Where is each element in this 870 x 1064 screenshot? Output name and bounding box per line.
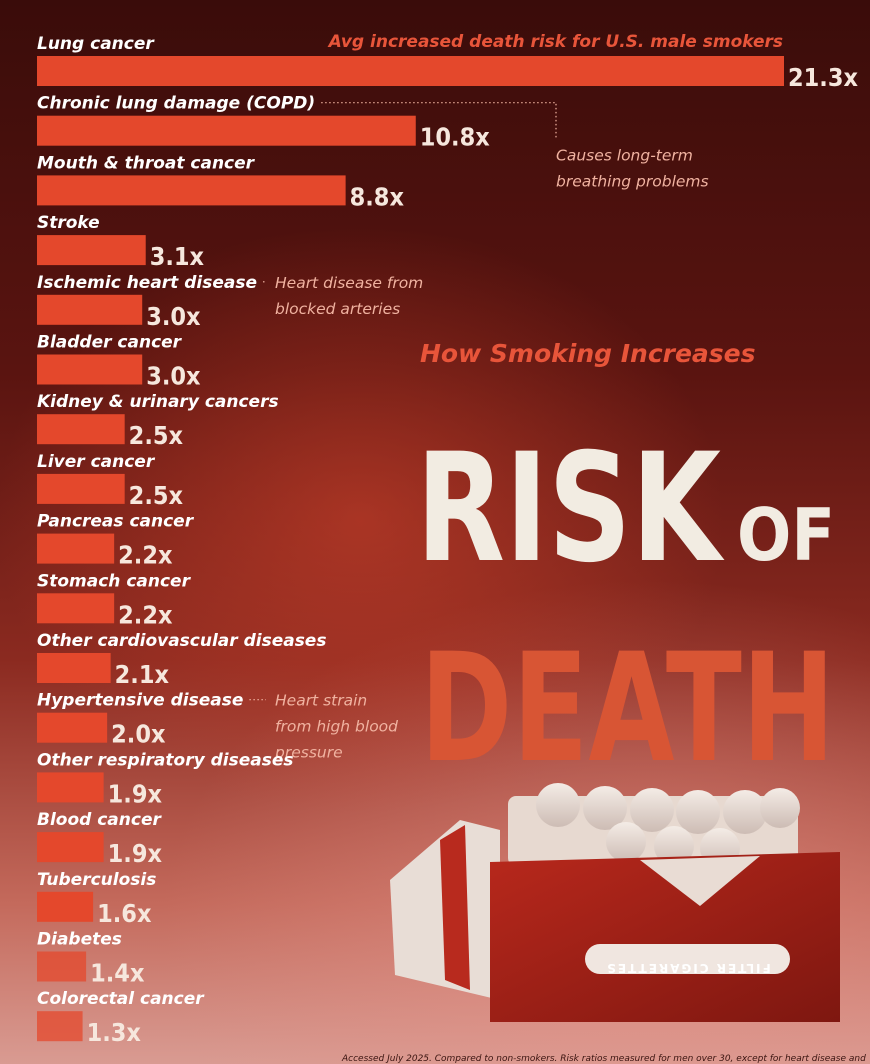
bar — [37, 354, 143, 385]
annotation-text: from high blood — [275, 718, 398, 736]
bar — [37, 414, 125, 445]
value-label: 1.9x — [108, 839, 163, 868]
bar — [37, 235, 146, 266]
bar — [37, 533, 115, 564]
annotation-text: pressure — [274, 744, 343, 762]
series-label: Avg increased death risk for U.S. male s… — [327, 32, 783, 52]
annotation-text: Heart disease from — [275, 274, 423, 292]
annotation-text: blocked arteries — [275, 300, 400, 318]
value-label: 1.9x — [108, 779, 163, 808]
bar — [37, 891, 94, 922]
category-label: Other respiratory diseases — [37, 750, 293, 770]
pack-body-icon — [490, 852, 840, 1022]
value-label: 21.3x — [788, 63, 858, 92]
bars-group: Avg increased death risk for U.S. male s… — [37, 32, 858, 1047]
bar — [37, 653, 111, 683]
value-label: 2.0x — [111, 720, 166, 749]
category-label: Liver cancer — [37, 452, 156, 472]
bar — [37, 593, 115, 624]
category-label: Lung cancer — [37, 34, 155, 54]
value-label: 2.5x — [129, 421, 184, 450]
pack-label-band-icon — [585, 944, 790, 974]
pack-notch-icon — [640, 856, 760, 906]
bar — [37, 473, 125, 504]
value-label: 3.1x — [150, 242, 205, 271]
category-label: Blood cancer — [37, 810, 162, 830]
value-label: 1.4x — [90, 959, 145, 988]
category-label: Chronic lung damage (COPD) — [37, 94, 315, 114]
pack-lid-stripe-icon — [440, 825, 470, 990]
category-label: Stomach cancer — [37, 571, 192, 591]
category-label: Other cardiovascular diseases — [37, 631, 326, 651]
category-label: Stroke — [37, 213, 100, 233]
category-label: Mouth & throat cancer — [37, 153, 256, 173]
category-label: Pancreas cancer — [37, 512, 195, 532]
value-label: 10.8x — [420, 123, 490, 152]
value-label: 3.0x — [146, 362, 201, 391]
value-label: 1.6x — [97, 899, 152, 928]
category-label: Colorectal cancer — [37, 989, 205, 1009]
value-label: 1.3x — [87, 1018, 142, 1047]
category-label: Hypertensive disease — [37, 691, 243, 711]
pack-label-text: FILTER CIGARETTES — [605, 961, 770, 975]
value-label: 3.0x — [146, 302, 201, 331]
bar — [37, 832, 104, 863]
cigarette-tips-icon — [536, 783, 800, 868]
category-label: Tuberculosis — [37, 870, 156, 890]
title-risk: RISK — [416, 422, 725, 596]
annotation-text: Heart strain — [275, 692, 367, 710]
bar — [37, 115, 416, 146]
bar — [37, 294, 143, 325]
category-label: Kidney & urinary cancers — [37, 392, 279, 412]
category-label: Bladder cancer — [37, 333, 183, 353]
bar — [37, 175, 346, 206]
title-death: DEATH — [420, 622, 835, 796]
footer-note: Accessed July 2025. Compared to non-smok… — [341, 1054, 866, 1064]
annotation-text: breathing problems — [556, 173, 709, 191]
annotation-text: Causes long-term — [556, 147, 693, 165]
value-label: 2.2x — [118, 541, 173, 570]
category-label: Diabetes — [37, 930, 122, 950]
bar — [37, 712, 108, 743]
bar — [37, 56, 784, 86]
chart-subtitle: How Smoking Increases — [420, 339, 756, 368]
value-label: 2.5x — [129, 481, 184, 510]
value-label: 2.2x — [118, 600, 173, 629]
value-label: 2.1x — [115, 660, 170, 689]
bar — [37, 951, 87, 982]
bar — [37, 1011, 83, 1042]
bar — [37, 772, 104, 803]
category-label: Ischemic heart disease — [37, 273, 257, 293]
value-label: 8.8x — [350, 182, 405, 211]
title-of: OF — [737, 493, 835, 577]
cigarette-pack-illustration: FILTER CIGARETTES — [390, 783, 840, 1022]
